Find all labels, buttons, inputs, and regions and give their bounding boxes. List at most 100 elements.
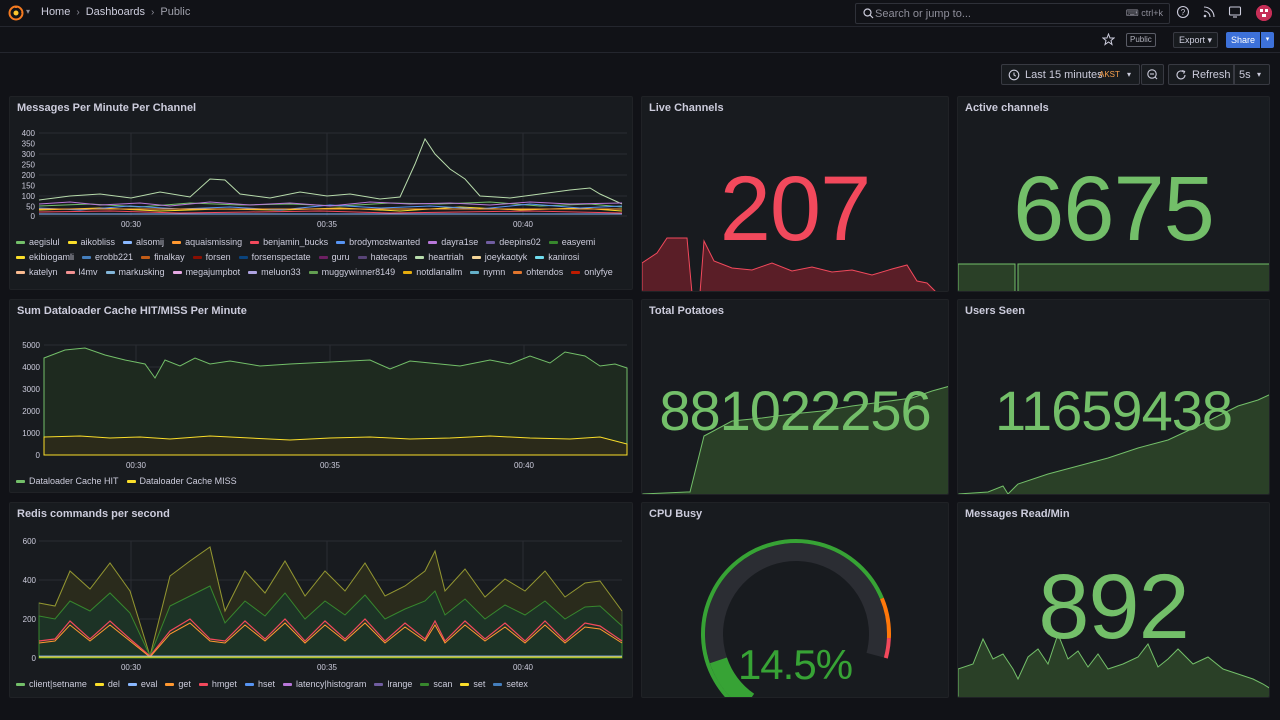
messages-per-minute-chart: 400 350 300 250 200 150 100 50 0 00:30 0 xyxy=(22,129,627,229)
legend-label: onlyfye xyxy=(584,267,613,277)
clock-icon xyxy=(1008,69,1020,81)
legend-item[interactable]: hatecaps xyxy=(357,252,407,262)
legend-item[interactable]: easyemi xyxy=(548,237,595,247)
legend-item[interactable]: markusking xyxy=(105,267,165,277)
legend-item[interactable]: Dataloader Cache MISS xyxy=(126,476,237,486)
legend-item[interactable]: eval xyxy=(127,679,157,689)
zoom-out-button[interactable] xyxy=(1141,64,1164,85)
legend-label: latency|histogram xyxy=(295,679,367,689)
grafana-logo-icon[interactable] xyxy=(8,5,24,21)
panel-title: Messages Read/Min xyxy=(965,508,1070,520)
legend-item[interactable]: megajumpbot xyxy=(172,267,240,277)
legend-item[interactable]: aquaismissing xyxy=(172,237,242,247)
legend-item[interactable]: dayra1se xyxy=(428,237,478,247)
legend-item[interactable]: del xyxy=(94,679,120,689)
refresh-interval-picker[interactable]: 5s ▾ xyxy=(1234,64,1270,85)
legend-swatch xyxy=(374,682,384,686)
legend-item[interactable]: client|setname xyxy=(16,679,87,689)
menu-chevron-down-icon[interactable]: ▾ xyxy=(26,7,31,16)
timezone-label: AKST xyxy=(1099,70,1120,79)
legend-swatch xyxy=(415,255,425,259)
stat-value: 207 xyxy=(719,158,872,260)
legend-item[interactable]: deepins02 xyxy=(486,237,541,247)
panel-total-potatoes: Total Potatoes 881022256 xyxy=(641,299,949,495)
legend-item[interactable]: alsomij xyxy=(123,237,164,247)
breadcrumb-dashboards[interactable]: Dashboards xyxy=(85,6,146,18)
y-tick: 5000 xyxy=(22,341,40,350)
legend-item[interactable]: forsenspectate xyxy=(238,252,311,262)
legend-item[interactable]: nymn xyxy=(470,267,505,277)
y-tick: 350 xyxy=(22,140,36,149)
legend-label: get xyxy=(178,679,191,689)
legend-swatch xyxy=(198,682,208,686)
live-channels-sparkline xyxy=(642,237,936,291)
legend-item[interactable]: forsen xyxy=(192,252,231,262)
legend-label: kanirosi xyxy=(548,252,580,262)
legend-label: notdlanallm xyxy=(416,267,463,277)
legend-item[interactable]: brodymostwanted xyxy=(336,237,420,247)
stat-value: 6675 xyxy=(1013,158,1215,260)
legend-label: ohtendos xyxy=(526,267,564,277)
legend-item[interactable]: l4mv xyxy=(65,267,98,277)
legend-label: aikobliss xyxy=(80,237,116,247)
panel-title: Users Seen xyxy=(965,305,1025,317)
star-icon[interactable] xyxy=(1102,33,1115,46)
refresh-button[interactable]: Refresh xyxy=(1168,64,1234,85)
y-tick: 200 xyxy=(22,171,36,180)
legend-item[interactable]: notdlanallm xyxy=(403,267,462,277)
legend-label: brodymostwanted xyxy=(349,237,421,247)
legend-item[interactable]: lrange xyxy=(374,679,412,689)
export-button[interactable]: Export ▾ xyxy=(1173,32,1219,48)
legend-item[interactable]: latency|histogram xyxy=(282,679,367,689)
legend-swatch xyxy=(65,270,75,274)
legend-item[interactable]: erobb221 xyxy=(82,252,133,262)
legend-label: deepins02 xyxy=(499,237,541,247)
legend-item[interactable]: Dataloader Cache HIT xyxy=(16,476,119,486)
legend-swatch xyxy=(493,682,503,686)
share-button[interactable]: Share xyxy=(1226,32,1260,48)
legend-item[interactable]: guru xyxy=(318,252,350,262)
legend-item[interactable]: scan xyxy=(420,679,452,689)
legend-label: hset xyxy=(257,679,275,689)
legend-label: set xyxy=(473,679,486,689)
search-input[interactable]: Search or jump to... ⌨ ctrl+k xyxy=(855,3,1170,24)
legend-item[interactable]: setex xyxy=(493,679,528,689)
help-icon[interactable]: ? xyxy=(1176,5,1190,19)
legend-item[interactable]: benjamin_bucks xyxy=(250,237,328,247)
stat-value: 11659438 xyxy=(995,379,1233,442)
legend-item[interactable]: get xyxy=(165,679,191,689)
legend-item[interactable]: set xyxy=(460,679,485,689)
legend-swatch xyxy=(308,270,318,274)
chevron-right-icon: › xyxy=(76,6,80,18)
legend-item[interactable]: onlyfye xyxy=(571,267,613,277)
legend-item[interactable]: aikobliss xyxy=(67,237,116,247)
time-range-picker[interactable]: Last 15 minutes AKST ▾ xyxy=(1001,64,1140,85)
legend-item[interactable]: kanirosi xyxy=(535,252,579,262)
share-options-chevron-icon[interactable]: ▾ xyxy=(1261,32,1274,48)
gauge-value: 14.5% xyxy=(737,641,853,688)
kiosk-monitor-icon[interactable] xyxy=(1228,5,1242,19)
legend-swatch xyxy=(420,682,430,686)
legend-item[interactable]: hmget xyxy=(198,679,237,689)
legend-item[interactable]: joeykaotyk xyxy=(471,252,527,262)
stat-value: 881022256 xyxy=(659,379,931,442)
chart-legend: aegislul aikobliss alsomij aquaismissing ben… xyxy=(16,237,626,277)
legend-label: meluon33 xyxy=(261,267,301,277)
legend-item[interactable]: meluon33 xyxy=(248,267,301,277)
legend-item[interactable]: finalkay xyxy=(141,252,185,262)
rss-news-icon[interactable] xyxy=(1202,5,1216,19)
legend-item[interactable]: heartriah xyxy=(415,252,464,262)
legend-label: muggywinner8149 xyxy=(321,267,396,277)
user-avatar[interactable] xyxy=(1256,5,1272,21)
legend-item[interactable]: ekibiogamli xyxy=(16,252,74,262)
legend-swatch xyxy=(250,240,260,244)
legend-item[interactable]: muggywinner8149 xyxy=(308,267,396,277)
legend-item[interactable]: aegislul xyxy=(16,237,60,247)
y-tick: 2000 xyxy=(22,407,40,416)
legend-item[interactable]: hset xyxy=(244,679,275,689)
y-axis: 5000 4000 3000 2000 1000 0 xyxy=(22,341,40,460)
legend-item[interactable]: katelyn xyxy=(16,267,58,277)
panel-title: Live Channels xyxy=(649,102,724,114)
breadcrumb-home[interactable]: Home xyxy=(41,6,71,18)
legend-item[interactable]: ohtendos xyxy=(513,267,563,277)
